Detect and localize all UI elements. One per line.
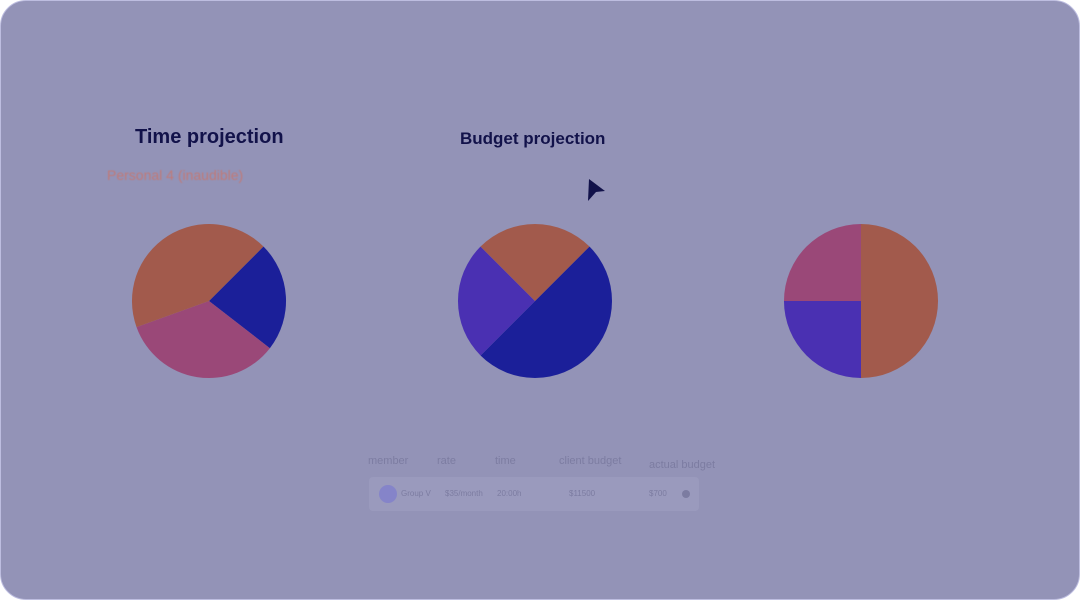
pie-slice bbox=[480, 223, 590, 301]
table-header-actual-budget: actual budget bbox=[649, 459, 716, 471]
table-header-time: time bbox=[495, 455, 516, 467]
third-projection-pie bbox=[783, 223, 939, 379]
table-header-member: member bbox=[368, 455, 409, 467]
member-budget-table: member rate time client budget actual bu… bbox=[361, 449, 741, 519]
row-client-budget: $11500 bbox=[569, 489, 596, 498]
time-projection-subtitle: Personal 4 (inaudible) bbox=[107, 167, 244, 183]
budget-projection-title: Budget projection bbox=[460, 129, 606, 148]
row-rate: $35/month bbox=[445, 489, 483, 498]
table-row[interactable]: Group V $35/month 20:00h $11500 $700 bbox=[369, 477, 699, 511]
row-time: 20:00h bbox=[497, 489, 522, 498]
pie-slice bbox=[480, 246, 613, 379]
budget-projection-pie bbox=[457, 223, 613, 379]
status-dot[interactable] bbox=[682, 490, 690, 498]
table-header-client-budget: client budget bbox=[559, 455, 622, 467]
pie-slice bbox=[861, 223, 939, 379]
cursor-arrow-icon bbox=[588, 179, 605, 201]
avatar bbox=[379, 485, 397, 503]
row-member: Group V bbox=[401, 489, 431, 498]
row-actual-budget: $700 bbox=[649, 489, 667, 498]
pie-slice bbox=[131, 223, 264, 328]
pie-slice bbox=[457, 246, 535, 356]
time-projection-title: Time projection bbox=[135, 126, 284, 148]
pie-slice bbox=[783, 223, 861, 301]
table-header-rate: rate bbox=[437, 455, 456, 467]
pie-slice bbox=[136, 301, 270, 379]
pie-slice bbox=[209, 246, 287, 349]
pie-slice bbox=[783, 301, 861, 379]
time-projection-pie bbox=[131, 223, 287, 379]
